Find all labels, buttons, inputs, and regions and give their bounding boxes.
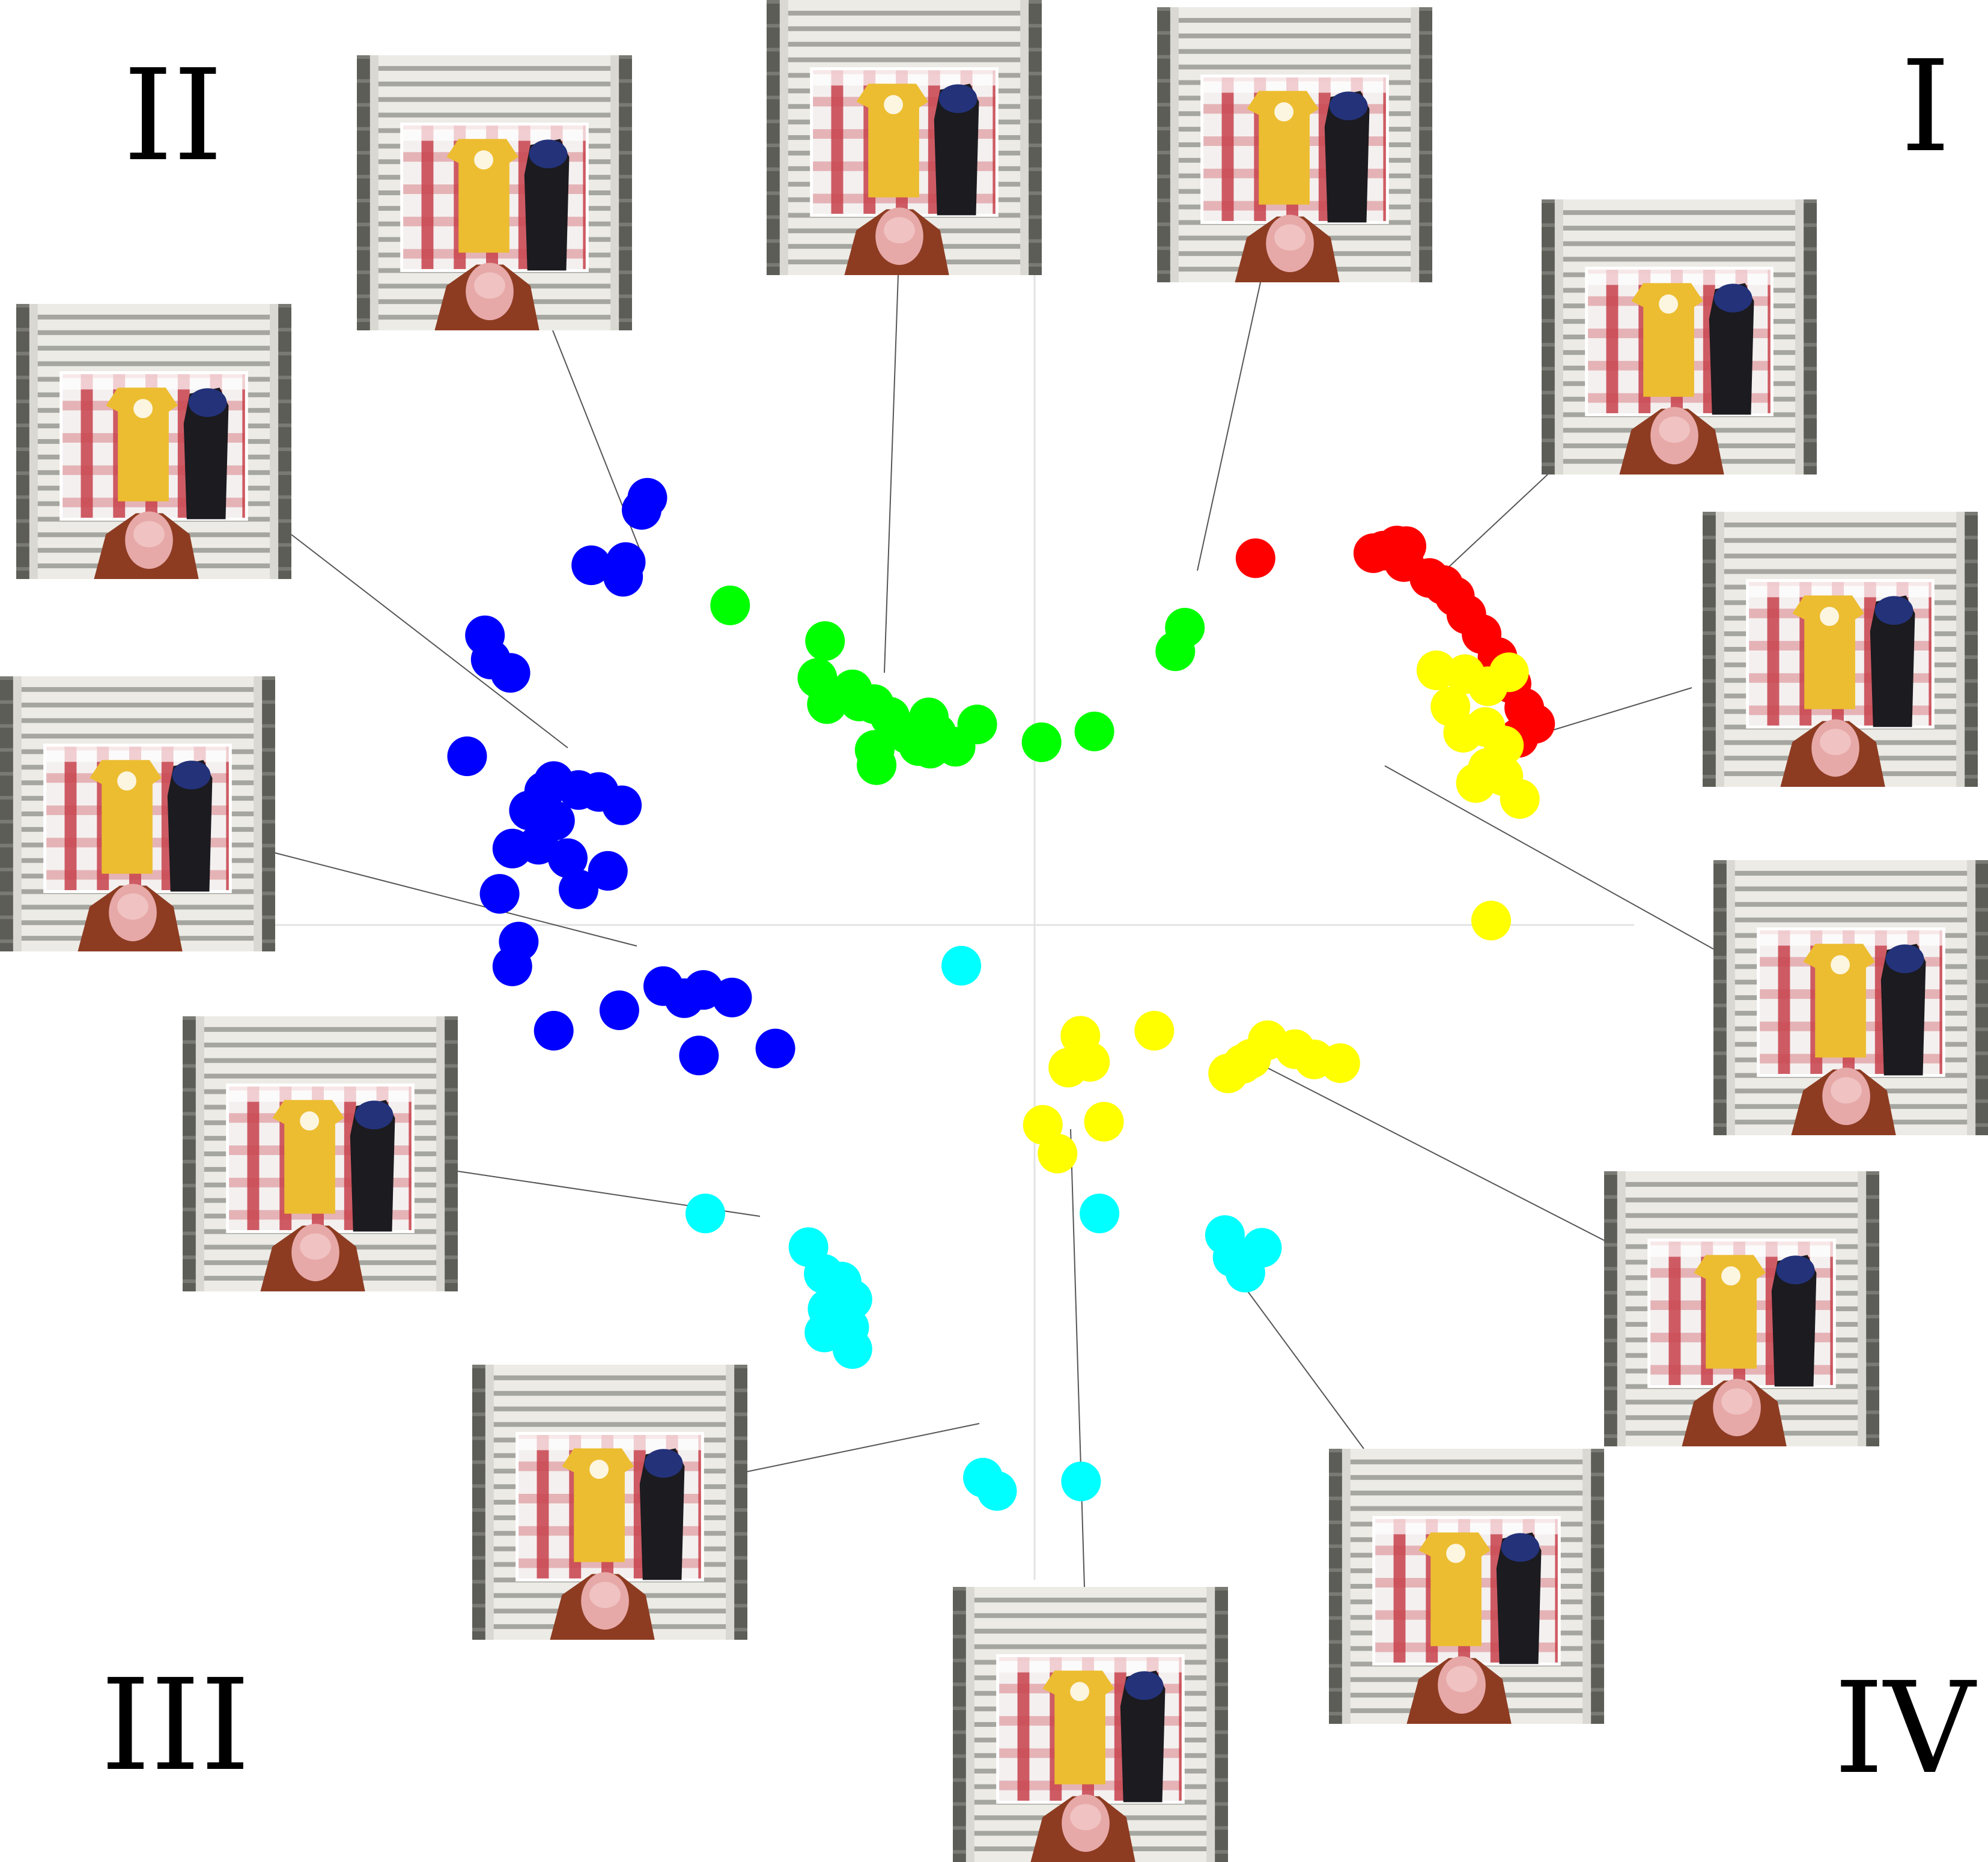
data-point-s1-p16 [1074, 711, 1114, 751]
data-point-s2-p21 [499, 921, 539, 962]
data-point-s2-p22 [533, 1011, 574, 1051]
data-point-s3-p10 [1500, 779, 1540, 819]
data-point-s2-p18 [559, 869, 598, 909]
data-point-s4-p0 [941, 945, 982, 986]
connector-line-3 [1444, 474, 1548, 571]
data-point-s2-p31 [492, 828, 532, 869]
data-point-s1-p0 [710, 585, 750, 625]
thumbnail-shirt-front-laid-out [357, 55, 632, 330]
data-point-s4-p1 [685, 1193, 725, 1234]
data-point-s1-p15 [1021, 722, 1062, 762]
data-point-s2-p2 [571, 545, 612, 586]
thumbnail-shirt-small-fold [1713, 860, 1988, 1135]
data-point-s4-p14 [1225, 1252, 1265, 1293]
quadrant-label-iii: III [101, 1652, 251, 1799]
data-point-s4-p16 [977, 1471, 1017, 1511]
data-point-s3-p21 [1320, 1043, 1360, 1083]
connector-line-11 [747, 1423, 980, 1472]
thumbnail-shirt-lifted [1157, 7, 1432, 282]
quadrant-label-i: I [1901, 33, 1951, 180]
connector-line-9 [1240, 1054, 1605, 1241]
data-point-s1-p13 [807, 684, 847, 724]
data-point-s2-p23 [599, 990, 639, 1030]
data-point-s3-p24 [1084, 1102, 1124, 1142]
data-point-s4-p10 [1080, 1193, 1120, 1234]
data-point-s3-p3 [1489, 652, 1529, 693]
thumbnail-strip-lifted [953, 1587, 1228, 1862]
data-point-s2-p12 [602, 785, 642, 825]
quadrant-label-ii: II [123, 42, 223, 189]
thumbnail-side-fold [0, 676, 275, 951]
data-point-s3-p23 [1038, 1133, 1078, 1174]
connector-lines [275, 274, 1714, 1588]
thumbnail-long-fold [183, 1016, 458, 1291]
thumbnail-folded-strip-pull [1329, 1449, 1604, 1724]
connector-line-7 [275, 852, 637, 947]
data-point-s4-p17 [1061, 1461, 1101, 1502]
data-point-s2-p27 [683, 970, 723, 1010]
data-point-s2-p7 [490, 653, 530, 693]
data-point-s3-p11 [1456, 763, 1496, 803]
data-point-s3-p26 [1231, 1039, 1271, 1079]
data-point-s1-p12 [857, 745, 897, 785]
quadrant-label-iv: IV [1834, 1655, 1977, 1802]
data-point-s2-p1 [622, 490, 661, 530]
data-point-s0-p0 [1235, 538, 1275, 578]
data-point-s2-p19 [479, 874, 520, 914]
data-point-s1-p20 [935, 727, 976, 767]
data-point-s4-p9 [832, 1329, 872, 1369]
thumbnail-folded-strip [1604, 1171, 1879, 1446]
data-point-s3-p12 [1471, 900, 1511, 941]
thumbnail-shirt-twisted [1703, 512, 1978, 787]
connector-line-2 [1197, 282, 1261, 571]
data-point-s2-p28 [679, 1036, 719, 1076]
data-point-s3-p6 [1443, 712, 1483, 753]
data-points [447, 478, 1555, 1511]
thumbnail-sleeve-fold [1542, 199, 1817, 475]
thumbnail-strip-flattened [472, 1365, 747, 1640]
quadrant-labels: I II III IV [101, 33, 1977, 1802]
connector-line-6 [291, 534, 568, 748]
data-point-s2-p16 [548, 838, 588, 878]
data-point-s2-p26 [643, 966, 683, 1006]
thumbnail-arm-fold [16, 304, 291, 579]
data-point-s2-p4 [603, 557, 643, 597]
data-point-s2-p30 [524, 771, 564, 811]
data-point-s1-p19 [887, 714, 927, 754]
data-point-s2-p8 [447, 736, 487, 777]
connector-line-4 [1543, 687, 1692, 733]
data-point-s1-p14 [839, 681, 880, 721]
data-point-s3-p16 [1134, 1011, 1175, 1051]
connector-line-10 [1225, 1261, 1364, 1449]
data-point-s2-p17 [588, 851, 628, 891]
data-point-s2-p29 [755, 1028, 795, 1069]
data-point-s1-p1 [805, 621, 845, 661]
thumbnail-shirt-held-up [767, 0, 1042, 275]
connector-line-12 [1070, 1129, 1085, 1588]
axes [275, 273, 1634, 1580]
connector-line-5 [1384, 765, 1714, 950]
connector-line-1 [884, 274, 899, 673]
data-point-s3-p15 [1070, 1042, 1110, 1082]
data-point-s1-p18 [1165, 608, 1205, 647]
